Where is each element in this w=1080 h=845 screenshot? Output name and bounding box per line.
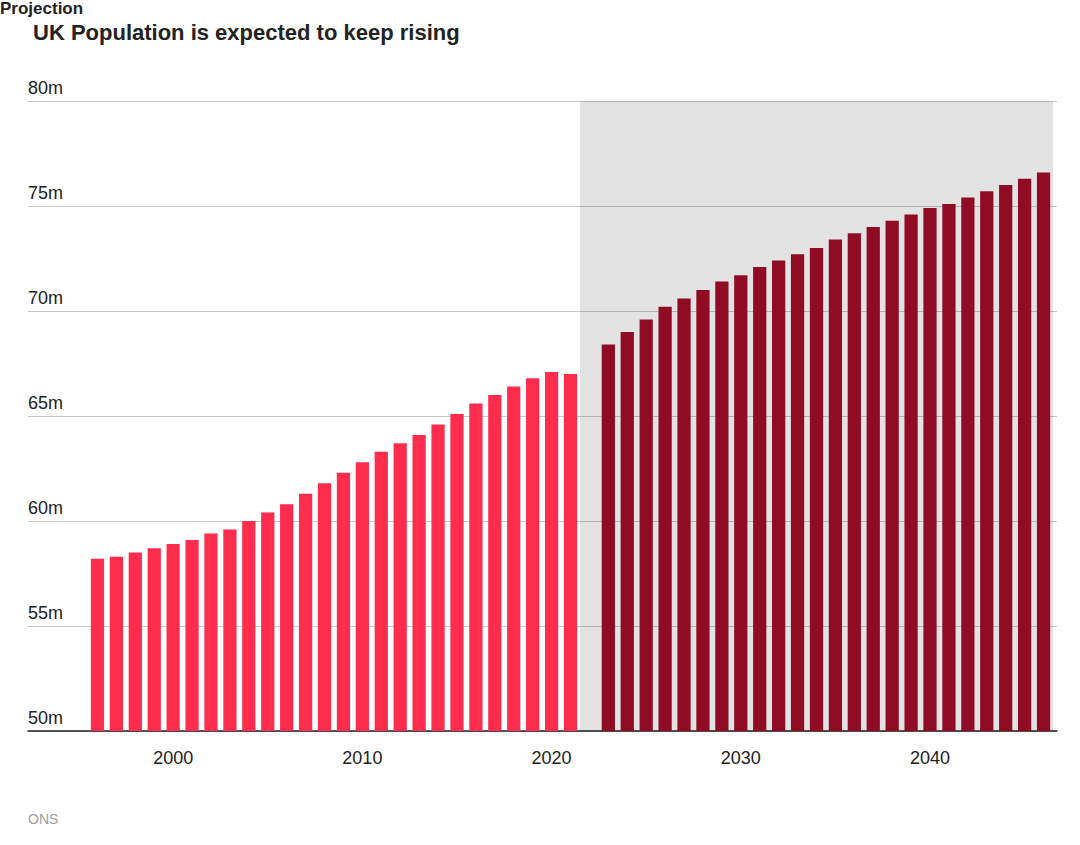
svg-text:60m: 60m [28, 498, 63, 518]
svg-text:ONS: ONS [28, 811, 58, 827]
svg-text:2040: 2040 [910, 748, 950, 768]
svg-text:50m: 50m [28, 708, 63, 728]
svg-text:2020: 2020 [532, 748, 572, 768]
svg-text:55m: 55m [28, 603, 63, 623]
svg-text:80m: 80m [28, 78, 63, 98]
svg-text:2010: 2010 [342, 748, 382, 768]
svg-text:75m: 75m [28, 183, 63, 203]
svg-text:2030: 2030 [721, 748, 761, 768]
svg-text:Projection: Projection [0, 0, 83, 18]
svg-text:70m: 70m [28, 288, 63, 308]
svg-text:UK Population is expected to k: UK Population is expected to keep rising [33, 20, 460, 45]
svg-text:65m: 65m [28, 393, 63, 413]
svg-text:2000: 2000 [153, 748, 193, 768]
